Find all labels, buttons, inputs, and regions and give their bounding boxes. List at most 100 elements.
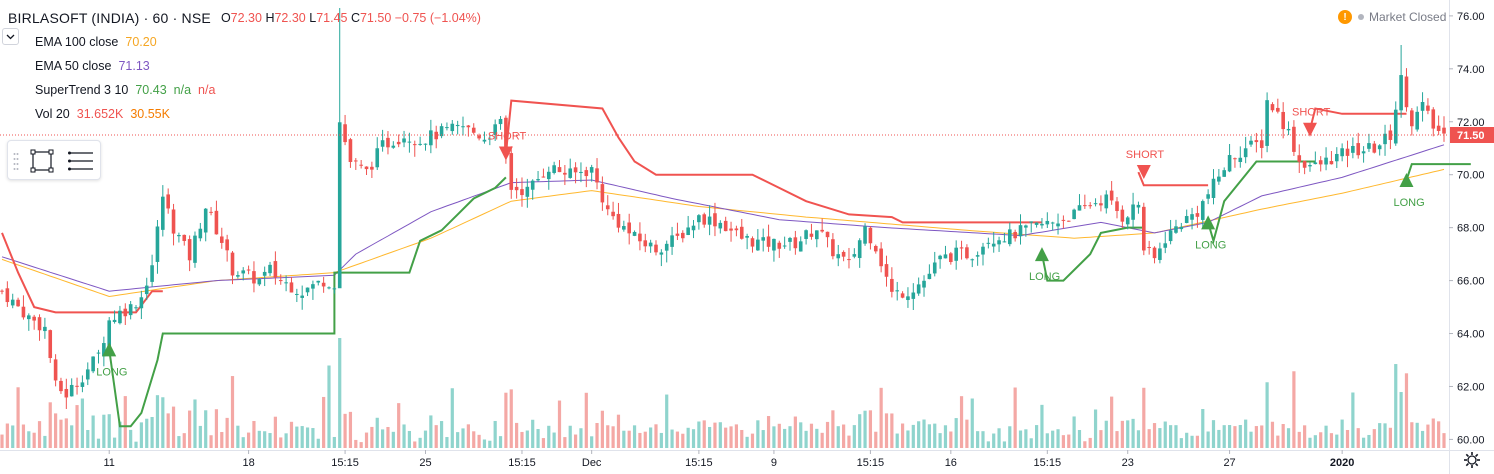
candle-body: [75, 385, 79, 387]
candle-body: [0, 290, 4, 292]
candle-body: [825, 231, 830, 238]
legend-supertrend[interactable]: SuperTrend 3 10 70.43 n/a n/a: [8, 78, 481, 102]
candle-body: [820, 229, 824, 232]
volume-bar: [1136, 430, 1141, 448]
candle-body: [316, 280, 321, 283]
candle-body: [236, 275, 240, 277]
candle-body: [745, 235, 749, 238]
candle-body: [959, 247, 964, 249]
candle-body: [268, 264, 272, 274]
volume-bar: [193, 399, 197, 448]
candle-body: [43, 326, 47, 332]
volume-bar: [477, 434, 481, 448]
volume-ma-value: 30.55K: [130, 107, 170, 121]
candle-body: [1002, 241, 1007, 243]
volume-bar: [1383, 423, 1387, 448]
price-tick-label: 74.00: [1457, 64, 1485, 76]
candle-body: [509, 153, 514, 190]
candle-body: [1313, 162, 1318, 165]
volume-bar: [129, 429, 133, 448]
ema100-label: EMA 100 close: [35, 35, 119, 49]
candle-body: [1340, 148, 1344, 157]
legend-ema50[interactable]: EMA 50 close 71.13: [8, 54, 481, 78]
volume-bar: [64, 418, 68, 448]
candle-body: [182, 234, 187, 241]
candle-body: [632, 231, 637, 236]
volume-bar: [563, 437, 567, 448]
volume-bar: [917, 421, 921, 448]
volume-bar: [665, 394, 669, 448]
candle-body: [262, 271, 267, 276]
candle-body: [879, 248, 883, 267]
symbol-title[interactable]: BIRLASOFT (INDIA) · 60 · NSE: [8, 10, 211, 26]
candle-body: [975, 255, 980, 257]
lines-menu-icon[interactable]: [68, 150, 94, 172]
supertrend-down-line: [1, 232, 163, 314]
candle-body: [423, 143, 428, 145]
floating-drawing-toolbar[interactable]: [7, 140, 101, 180]
volume-bar: [1388, 427, 1392, 448]
volume-bar: [177, 436, 181, 448]
volume-bar: [107, 414, 111, 448]
candle-body: [584, 170, 589, 177]
volume-bar: [568, 425, 572, 448]
candle-body: [407, 141, 412, 143]
time-tick-label: 15:15: [331, 457, 359, 469]
volume-bar: [450, 388, 454, 448]
market-status[interactable]: ! Market Closed: [1338, 10, 1446, 24]
candle-body: [1018, 225, 1023, 237]
volume-bar: [1104, 420, 1108, 448]
volume-bar: [724, 427, 728, 448]
legend-collapse-button[interactable]: [2, 28, 19, 45]
candle-body: [429, 130, 433, 146]
volume-bar: [322, 396, 326, 448]
volume-bar: [311, 428, 315, 448]
gear-icon[interactable]: [1463, 451, 1481, 469]
volume-bar: [740, 429, 744, 448]
candle-body: [32, 316, 36, 321]
legend-volume[interactable]: Vol 20 31.652K 30.55K: [8, 102, 481, 126]
candle-body: [155, 226, 160, 262]
volume-bar: [1335, 434, 1339, 448]
volume-bar: [268, 433, 272, 448]
candle-body: [579, 171, 583, 174]
volume-bar: [1126, 420, 1130, 448]
volume-bar: [118, 421, 122, 448]
long-signal-marker: [1034, 247, 1049, 262]
candle-body: [600, 184, 605, 203]
candle-body: [177, 235, 181, 237]
candle-body: [1136, 204, 1141, 208]
volume-bar: [702, 420, 706, 448]
volume-bar: [1372, 429, 1376, 448]
volume-bar: [895, 433, 899, 448]
drag-handle-icon[interactable]: [13, 152, 19, 170]
rectangle-select-icon[interactable]: [30, 149, 54, 173]
volume-bar: [327, 365, 331, 448]
candle-body: [1297, 155, 1302, 162]
volume-bar: [1142, 387, 1146, 448]
volume-bar: [879, 387, 883, 448]
candle-body: [1367, 143, 1371, 149]
candle-body: [461, 126, 465, 128]
candle-body: [380, 140, 385, 147]
volume-bar: [370, 426, 374, 448]
candle-body: [504, 117, 508, 155]
warning-icon[interactable]: !: [1338, 10, 1352, 24]
short-signal-marker: [498, 146, 513, 161]
volume-bar: [981, 431, 985, 448]
candle-body: [1399, 75, 1403, 111]
time-tick-label: 15:15: [685, 457, 713, 469]
candle-body: [1329, 161, 1334, 165]
long-signal-label: LONG: [96, 366, 127, 378]
volume-bar: [1088, 437, 1092, 448]
legend-ema100[interactable]: EMA 100 close 70.20: [8, 30, 481, 54]
candle-body: [1217, 176, 1221, 182]
volume-bar: [868, 410, 873, 448]
candle-body: [1259, 140, 1264, 148]
volume-bar: [37, 421, 42, 448]
volume-bar: [198, 425, 202, 448]
high-label: H: [265, 11, 275, 25]
volume-bar: [32, 432, 36, 448]
volume-bar: [713, 422, 717, 448]
